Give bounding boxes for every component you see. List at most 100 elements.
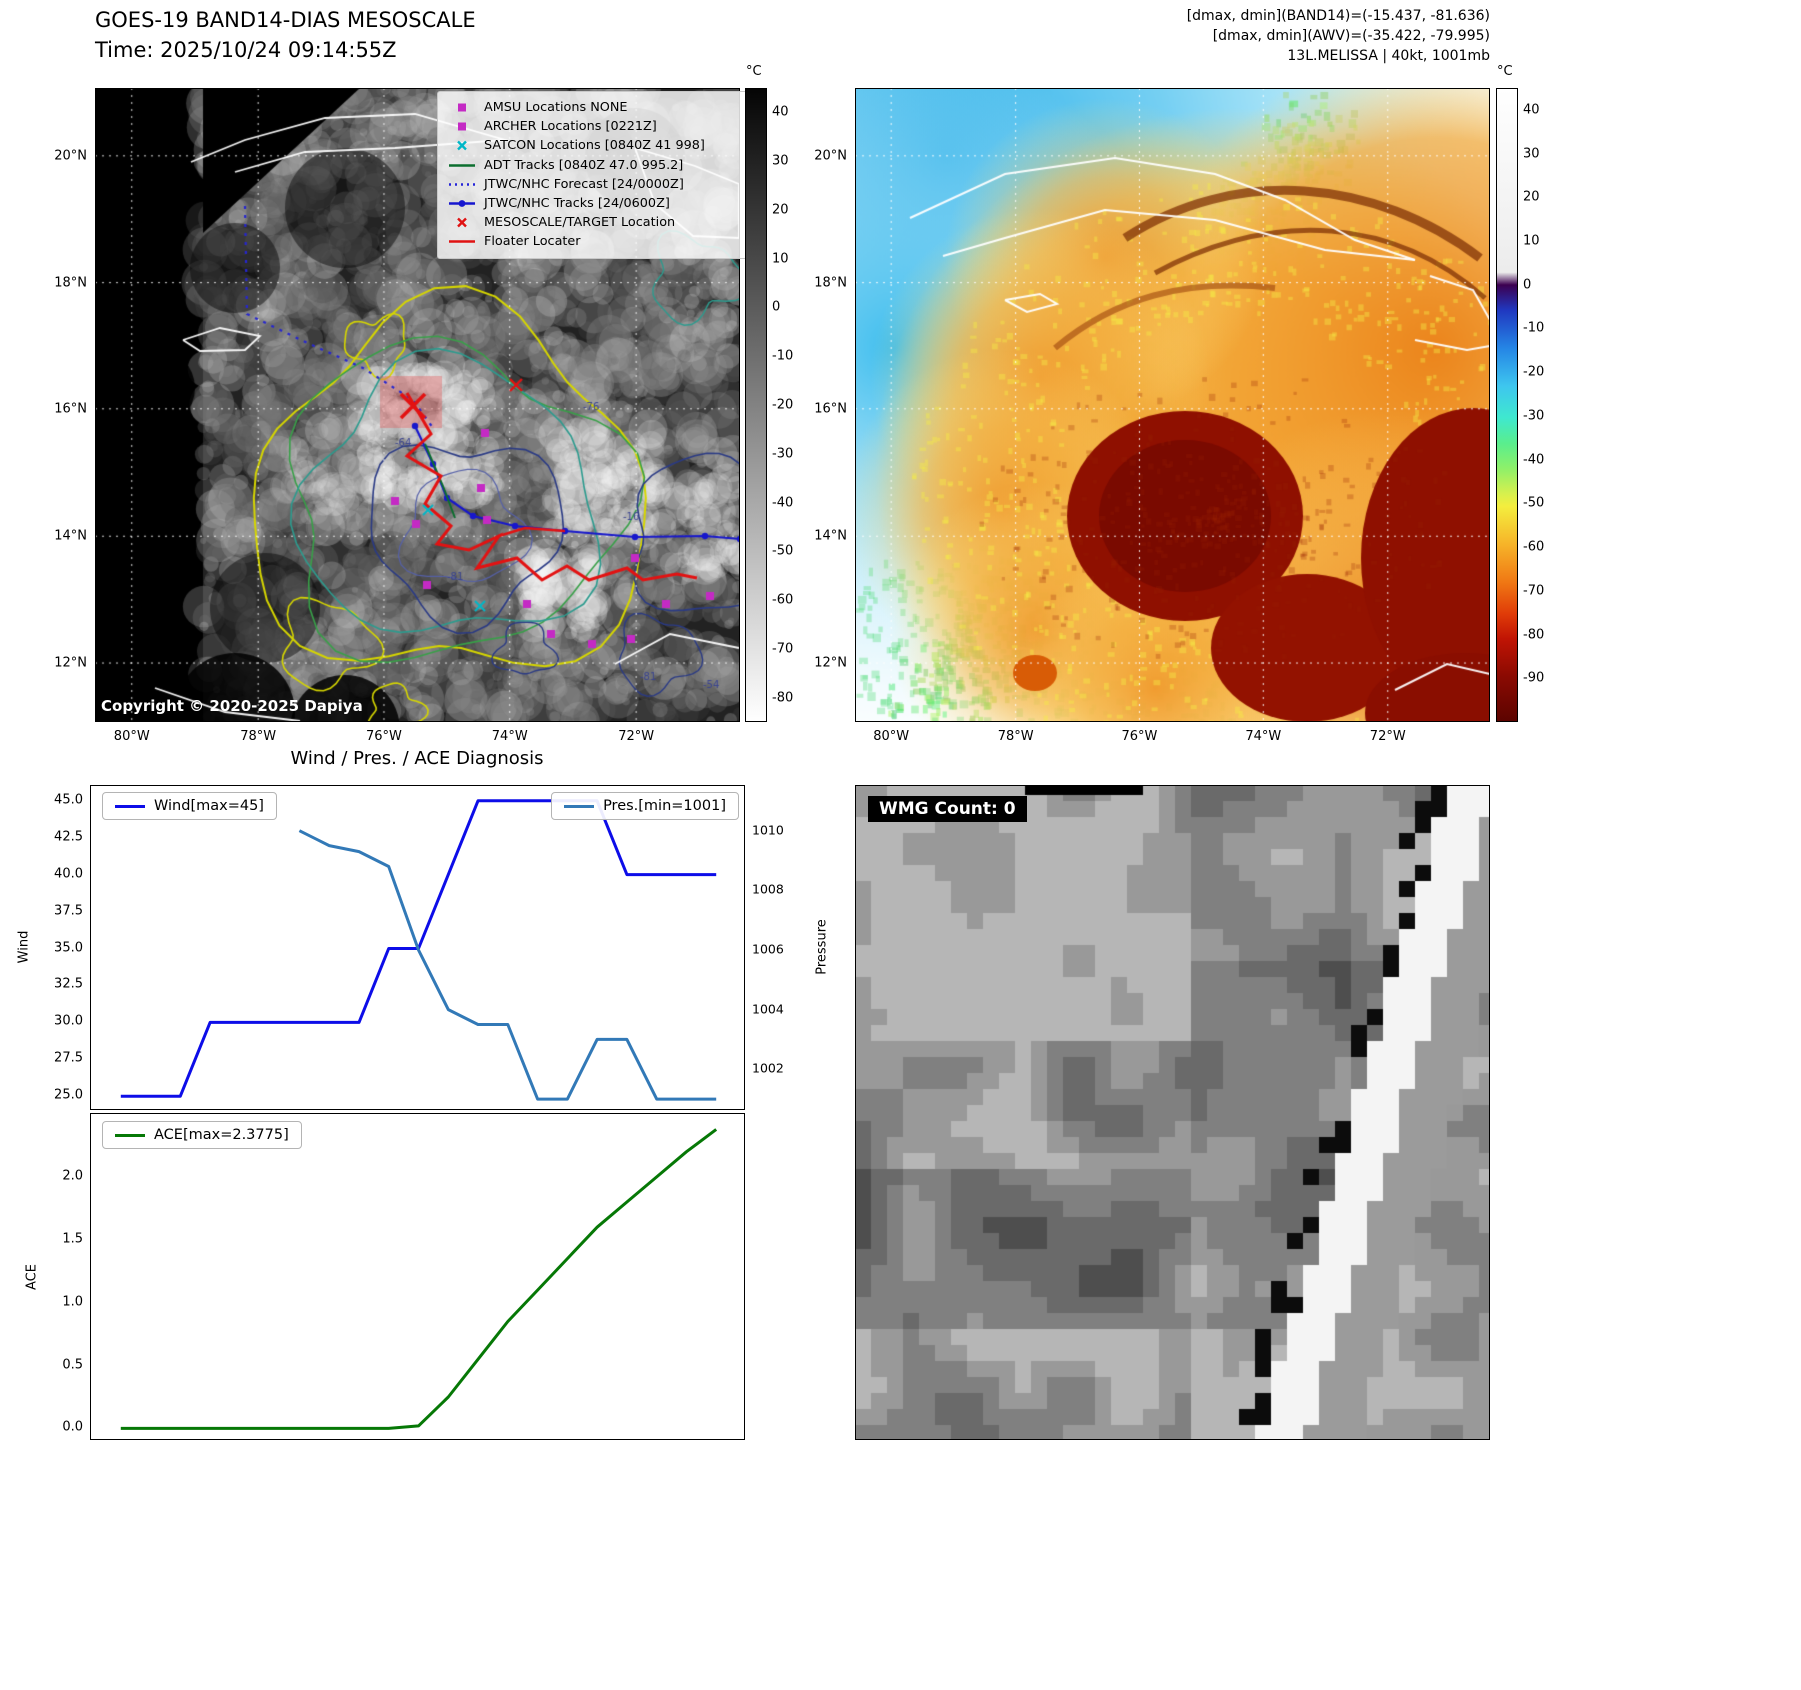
pressure-axis-label: Pressure bbox=[814, 919, 830, 975]
wmg-count-badge: WMG Count: 0 bbox=[868, 796, 1027, 822]
x-icon bbox=[457, 141, 467, 151]
panel1-colorbar-tick-label: 20 bbox=[772, 202, 789, 218]
panel1-colorbar-tick-label: -30 bbox=[772, 446, 794, 462]
panel1-legend-label: ARCHER Locations [0221Z] bbox=[484, 119, 657, 135]
panel1-colorbar bbox=[745, 88, 767, 722]
wind-legend-label: Wind[max=45] bbox=[154, 798, 264, 814]
panel1-legend-item: ARCHER Locations [0221Z] bbox=[447, 117, 747, 136]
panel2-info-line2: [dmax, dmin](AWV)=(-35.422, -79.995) bbox=[1212, 28, 1490, 44]
ace-chart-left-tick-label: 0.5 bbox=[62, 1357, 83, 1373]
panel2-storm-id-label: 13L.MELISSA | 40kt, 1001mb bbox=[1287, 48, 1490, 64]
panel2-colorbar-tick-label: -50 bbox=[1523, 495, 1545, 511]
panel1-title-line2: Time: 2025/10/24 09:14:55Z bbox=[95, 38, 397, 62]
wind-pressure-chart-right-tick-label: 1004 bbox=[752, 1001, 784, 1017]
panel1-colorbar-tick-label: -70 bbox=[772, 641, 794, 657]
panel1-legend-label: ADT Tracks [0840Z 47.0 995.2] bbox=[484, 157, 684, 173]
panel2-colorbar-tick-label: -90 bbox=[1523, 670, 1545, 686]
panel2-colorbar-tick-label: -80 bbox=[1523, 627, 1545, 643]
panel2-colorbar-tick-label: -70 bbox=[1523, 583, 1545, 599]
wind-line-icon bbox=[115, 804, 145, 808]
ace-chart-left-tick-label: 1.5 bbox=[62, 1231, 83, 1247]
panel2-colorbar-unit: °C bbox=[1497, 64, 1513, 79]
wind-pressure-chart-right-tick-label: 1002 bbox=[752, 1060, 784, 1076]
ace-max-2-3775-line bbox=[120, 1128, 718, 1430]
pres-min-1001-line bbox=[298, 829, 717, 1101]
panel1-lat-tick-label: 12°N bbox=[54, 655, 87, 671]
panel2-colorbar-tick-label: 40 bbox=[1523, 102, 1540, 118]
panel2-colorbar bbox=[1496, 88, 1518, 722]
panel1-colorbar-tick-label: -60 bbox=[772, 592, 794, 608]
panel2-lon-tick-label: 78°W bbox=[997, 729, 1034, 744]
line-icon bbox=[449, 163, 475, 167]
ace-axis-label: ACE bbox=[24, 1264, 40, 1290]
square-icon bbox=[458, 103, 466, 112]
panel2-lon-tick-label: 72°W bbox=[1369, 729, 1406, 744]
chart-title: Wind / Pres. / ACE Diagnosis bbox=[290, 748, 544, 769]
panel2-lat-tick-label: 16°N bbox=[814, 401, 847, 417]
panel1-copyright: Copyright © 2020-2025 Dapiya bbox=[101, 697, 363, 715]
panel1-colorbar-tick-label: -50 bbox=[772, 543, 794, 559]
panel1-legend-item: Floater Locater bbox=[447, 232, 747, 251]
wind-pressure-chart-left-tick-label: 30.0 bbox=[54, 1013, 83, 1029]
panel1-colorbar-tick-label: -40 bbox=[772, 495, 794, 511]
ace-chart-left-tick-label: 0.0 bbox=[62, 1419, 83, 1435]
ace-legend-label: ACE[max=2.3775] bbox=[154, 1127, 289, 1143]
panel1-legend-item: ADT Tracks [0840Z 47.0 995.2] bbox=[447, 156, 747, 175]
wind-pressure-chart bbox=[90, 785, 745, 1110]
panel1-lat-tick-label: 18°N bbox=[54, 275, 87, 291]
panel1-colorbar-tick-label: -10 bbox=[772, 348, 794, 364]
wind-pressure-chart-left-tick-label: 27.5 bbox=[54, 1050, 83, 1066]
panel1-colorbar-tick-label: 30 bbox=[772, 153, 789, 169]
panel1-lon-tick-label: 76°W bbox=[366, 729, 402, 744]
wind-pressure-chart-left-tick-label: 45.0 bbox=[54, 792, 83, 808]
panel2-lat-tick-label: 18°N bbox=[814, 275, 847, 291]
wind-pressure-chart-right-tick-label: 1008 bbox=[752, 881, 784, 897]
panel1-legend-item: AMSU Locations NONE bbox=[447, 98, 747, 117]
panel1-colorbar-tick-label: 10 bbox=[772, 251, 789, 267]
panel2-colorbar-tick-label: -60 bbox=[1523, 539, 1545, 555]
pressure-legend-label: Pres.[min=1001] bbox=[603, 798, 726, 814]
panel2-colorbar-tick-label: 0 bbox=[1523, 277, 1532, 293]
panel2-lon-tick-label: 74°W bbox=[1245, 729, 1282, 744]
panel2-lat-tick-label: 14°N bbox=[814, 528, 847, 544]
panel2-colorbar-tick-label: 30 bbox=[1523, 146, 1540, 162]
wind-pressure-chart-left-tick-label: 40.0 bbox=[54, 866, 83, 882]
panel1-colorbar-tick-label: 40 bbox=[772, 104, 789, 120]
ace-chart-svg bbox=[120, 1128, 718, 1430]
panel1-legend-item: JTWC/NHC Forecast [24/0000Z] bbox=[447, 175, 747, 194]
panel1-legend-label: Floater Locater bbox=[484, 234, 581, 250]
wind-pressure-chart-left-tick-label: 32.5 bbox=[54, 976, 83, 992]
panel2-lat-tick-label: 12°N bbox=[814, 655, 847, 671]
panel1-legend-label: AMSU Locations NONE bbox=[484, 100, 628, 115]
line-icon bbox=[449, 240, 475, 244]
wind-pressure-chart-left-tick-label: 25.0 bbox=[54, 1087, 83, 1103]
panel2-colorbar-tick-label: -30 bbox=[1523, 408, 1545, 424]
panel1-legend-label: MESOSCALE/TARGET Location bbox=[484, 215, 676, 231]
ace-chart-left-tick-label: 1.0 bbox=[62, 1294, 83, 1310]
panel2-colorbar-tick-label: -20 bbox=[1523, 364, 1545, 380]
panel1-lon-tick-label: 74°W bbox=[491, 729, 528, 744]
panel1-colorbar-unit: °C bbox=[746, 64, 762, 79]
panel1-legend-item: JTWC/NHC Tracks [24/0600Z] bbox=[447, 194, 747, 213]
panel1-colorbar-tick-label: -20 bbox=[772, 397, 794, 413]
ace-chart-left-tick-label: 2.0 bbox=[62, 1168, 83, 1184]
panel1-legend-label: SATCON Locations [0840Z 41 998] bbox=[484, 138, 705, 154]
panel2-colorbar-tick-label: -10 bbox=[1523, 320, 1545, 336]
panel1-lat-tick-label: 14°N bbox=[54, 528, 87, 544]
panel2-colorbar-tick-label: 10 bbox=[1523, 233, 1540, 249]
ace-line-icon bbox=[115, 1133, 145, 1137]
panel1-lat-tick-label: 16°N bbox=[54, 401, 87, 417]
panel1-lon-tick-label: 80°W bbox=[113, 729, 150, 744]
panel1-lon-tick-label: 72°W bbox=[618, 729, 655, 744]
panel1-legend-item: SATCON Locations [0840Z 41 998] bbox=[447, 136, 747, 155]
wind-pressure-chart-left-tick-label: 42.5 bbox=[54, 829, 83, 845]
panel1-legend-item: MESOSCALE/TARGET Location bbox=[447, 213, 747, 232]
panel1-colorbar-tick-label: 0 bbox=[772, 299, 781, 315]
panel2-lat-tick-label: 20°N bbox=[814, 148, 847, 164]
line-dot-icon bbox=[449, 200, 475, 207]
panel1-colorbar-tick-label: -80 bbox=[772, 690, 794, 706]
panel1-lon-tick-label: 78°W bbox=[240, 729, 277, 744]
wind-pressure-chart-left-tick-label: 37.5 bbox=[54, 903, 83, 919]
x-icon bbox=[457, 217, 467, 228]
